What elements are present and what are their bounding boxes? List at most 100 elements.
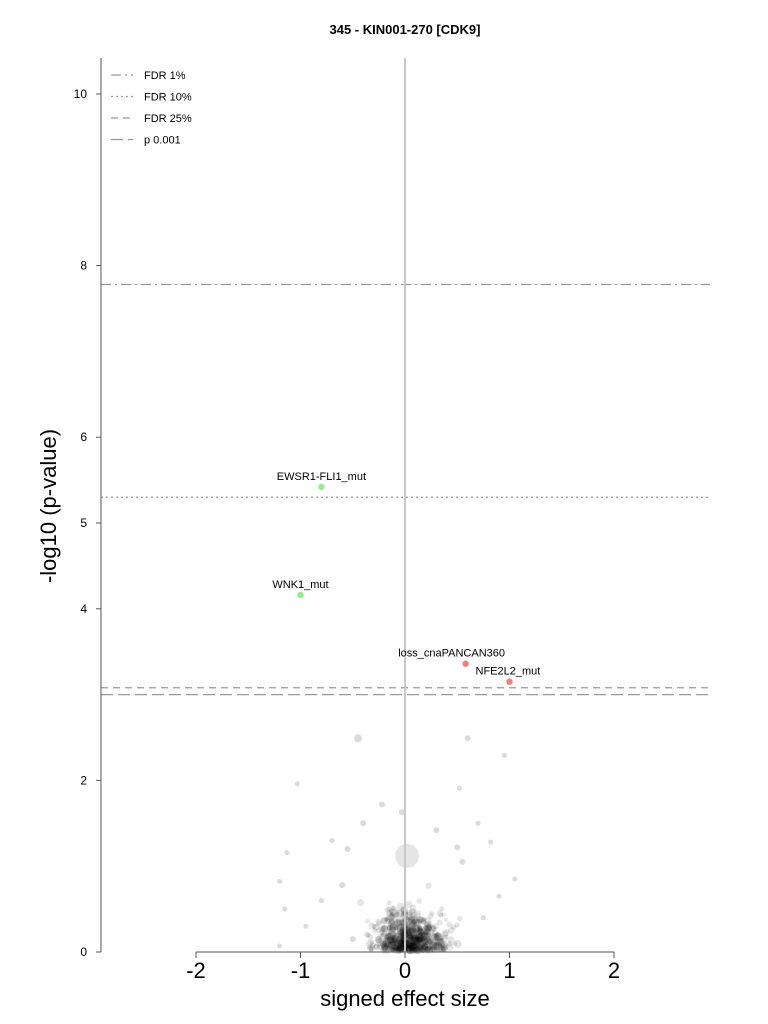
y-tick-label: 2: [80, 773, 87, 787]
x-tick-label: 0: [399, 958, 411, 983]
background-point: [397, 929, 405, 937]
background-point: [360, 820, 367, 827]
background-point: [369, 939, 375, 945]
background-point: [439, 906, 445, 912]
background-point: [418, 932, 424, 938]
background-point: [459, 858, 466, 865]
background-point: [384, 936, 390, 942]
legend-label: p 0.001: [144, 135, 181, 147]
background-point: [439, 937, 444, 943]
background-point: [377, 933, 383, 939]
background-point: [416, 947, 421, 953]
background-point: [397, 937, 405, 945]
y-tick-label: 10: [74, 87, 88, 101]
background-point: [475, 820, 481, 826]
background-point: [409, 925, 416, 932]
background-point: [395, 940, 403, 948]
background-point: [424, 936, 431, 943]
background-point: [411, 925, 420, 934]
background-point: [390, 941, 396, 947]
background-point: [412, 937, 419, 944]
background-point: [436, 910, 444, 917]
background-point: [411, 918, 417, 925]
background-point: [417, 925, 424, 932]
background-point: [399, 931, 406, 938]
highlighted-point: [318, 483, 325, 491]
background-point: [408, 947, 414, 953]
background-point: [387, 921, 395, 928]
background-point: [422, 930, 427, 935]
background-point: [419, 945, 429, 954]
background-point: [398, 931, 404, 937]
background-point: [387, 927, 396, 936]
background-point: [397, 943, 405, 950]
background-point: [397, 944, 405, 951]
background-point: [440, 943, 446, 949]
background-point: [415, 931, 423, 939]
background-point: [456, 785, 462, 791]
background-point: [396, 927, 405, 935]
background-point: [377, 943, 385, 951]
background-point: [404, 931, 413, 940]
background-point: [429, 941, 438, 950]
background-point: [381, 939, 388, 945]
background-point: [437, 939, 444, 945]
background-point: [416, 937, 423, 943]
background-point: [392, 940, 397, 945]
background-point: [413, 928, 418, 934]
background-point: [363, 931, 370, 938]
background-point: [410, 942, 418, 950]
background-point: [408, 933, 416, 940]
background-point: [416, 933, 424, 942]
background-point: [388, 919, 395, 926]
background-point: [409, 928, 414, 934]
background-point: [423, 923, 432, 932]
background-point: [393, 925, 399, 931]
background-point: [384, 932, 392, 940]
background-point: [398, 933, 404, 939]
background-point: [444, 934, 449, 939]
background-point: [431, 942, 440, 951]
background-point: [423, 942, 429, 948]
background-point: [414, 939, 421, 946]
background-point: [411, 925, 416, 930]
background-point: [396, 936, 405, 945]
background-point: [407, 934, 414, 941]
background-point: [411, 919, 416, 925]
background-point: [415, 936, 422, 943]
background-point: [389, 925, 396, 932]
background-point: [409, 940, 416, 947]
background-point: [390, 908, 399, 917]
background-point: [454, 922, 460, 928]
background-point: [392, 947, 398, 953]
background-point: [379, 930, 385, 936]
background-point: [425, 882, 432, 889]
background-point: [434, 945, 440, 952]
background-point: [433, 932, 442, 941]
background-point: [407, 942, 415, 950]
background-point: [420, 937, 426, 943]
background-point: [412, 942, 419, 949]
background-point: [398, 940, 405, 947]
background-point: [385, 933, 394, 941]
background-point: [427, 928, 434, 935]
background-point: [372, 928, 378, 933]
background-point: [413, 932, 420, 940]
background-point: [431, 933, 440, 942]
background-point: [433, 933, 440, 939]
background-point: [406, 932, 414, 939]
background-point: [440, 947, 447, 953]
background-point: [426, 926, 432, 931]
background-point: [431, 933, 438, 939]
background-point: [409, 947, 415, 952]
background-point: [425, 938, 433, 946]
background-point: [421, 920, 427, 925]
background-point: [429, 943, 434, 949]
background-point: [339, 882, 346, 889]
background-point: [408, 937, 414, 943]
background-point: [392, 944, 400, 952]
background-point: [416, 927, 425, 936]
background-point: [388, 908, 394, 914]
background-point: [434, 933, 440, 939]
background-point: [392, 918, 398, 924]
